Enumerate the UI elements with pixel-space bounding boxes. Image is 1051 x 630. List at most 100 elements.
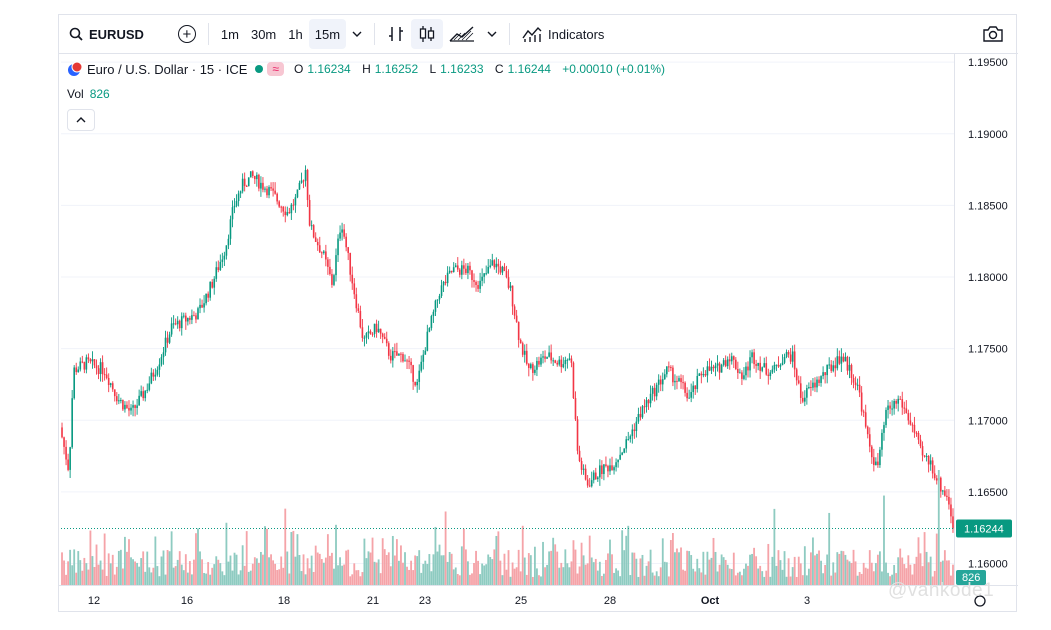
volume-bar xyxy=(95,544,98,585)
bar-style-button[interactable] xyxy=(381,19,411,49)
candle-body xyxy=(63,437,65,447)
volume-bar xyxy=(259,551,262,585)
candle-body xyxy=(615,462,617,468)
candle-body xyxy=(278,201,280,207)
snapshot-button[interactable] xyxy=(976,19,1010,49)
compare-button[interactable]: + xyxy=(172,19,202,49)
candle-body xyxy=(442,281,445,286)
candle-body xyxy=(174,323,177,325)
candle-body xyxy=(65,446,67,460)
candle-body xyxy=(714,365,717,369)
candle-body xyxy=(454,265,457,268)
candle-body xyxy=(917,432,920,440)
interval-1m[interactable]: 1m xyxy=(220,26,239,42)
volume-bar xyxy=(130,557,132,585)
candle-body xyxy=(337,238,339,256)
candle-body xyxy=(793,351,796,370)
indicators-button[interactable]: Indicators xyxy=(516,19,610,49)
collapse-legend-button[interactable] xyxy=(67,109,95,131)
candle-body xyxy=(410,361,412,366)
interval-15m[interactable]: 15m xyxy=(308,19,347,49)
interval-30m[interactable]: 30m xyxy=(250,26,277,42)
volume-bar xyxy=(574,549,577,585)
eq-badge[interactable]: ≈ xyxy=(267,62,284,76)
candle-body xyxy=(469,265,471,271)
volume-bar xyxy=(647,561,650,585)
volume-bar xyxy=(915,556,918,585)
area-style-button[interactable] xyxy=(443,19,481,49)
candle-body xyxy=(844,356,847,362)
candle-body xyxy=(732,356,735,360)
candle-body xyxy=(885,409,887,426)
volume-bar xyxy=(945,560,948,585)
volume-bar xyxy=(493,549,496,585)
symbol-search[interactable]: EURUSD xyxy=(59,27,154,42)
candles-button[interactable] xyxy=(411,19,444,49)
candle-body xyxy=(341,229,343,233)
x-tick-label: 21 xyxy=(367,595,379,607)
volume-bar xyxy=(406,566,408,585)
volume-bar xyxy=(883,495,885,585)
candle-body xyxy=(820,376,822,383)
candle-body xyxy=(639,413,642,418)
volume-bar xyxy=(743,568,745,585)
candle-body xyxy=(385,338,388,344)
candle-body xyxy=(101,362,104,375)
candle-body xyxy=(582,468,585,470)
volume-bar xyxy=(310,555,313,585)
volume-bar xyxy=(280,556,283,585)
candle-body xyxy=(349,252,352,275)
chart-frame: 1.19500 1.19000 1.18500 1.18000 1.17500 1.170… xyxy=(58,14,1018,613)
volume-bar xyxy=(757,568,760,585)
interval-dropdown[interactable] xyxy=(346,19,368,49)
candle-body xyxy=(383,336,386,339)
candle-body xyxy=(396,351,398,356)
candle-body xyxy=(919,439,922,447)
volume-bar xyxy=(381,538,384,585)
volume-bar xyxy=(870,562,873,585)
chart-canvas[interactable]: 1.19500 1.19000 1.18500 1.18000 1.17500 1.170… xyxy=(59,15,1018,613)
candle-body xyxy=(834,365,837,369)
candle-body xyxy=(225,245,228,256)
volume-bar xyxy=(572,540,575,585)
candle-body xyxy=(260,182,262,189)
candle-body xyxy=(258,174,260,189)
candle-body xyxy=(735,359,737,370)
candle-body xyxy=(931,460,934,474)
volume-bar xyxy=(132,559,134,585)
candle-body xyxy=(162,352,165,358)
candle-body xyxy=(619,454,621,460)
settings-gear-icon[interactable] xyxy=(974,595,986,607)
volume-bar xyxy=(885,562,887,585)
symbol-title[interactable]: Euro / U.S. Dollar · 15 · ICE xyxy=(87,61,248,77)
candle-body xyxy=(367,331,370,334)
volume-bar xyxy=(663,561,666,585)
volume-bar xyxy=(231,570,234,585)
last-price-label: 1.16244 xyxy=(964,524,1004,536)
volume-bar xyxy=(276,569,279,585)
volume-bar xyxy=(485,564,488,585)
candle-body xyxy=(856,384,859,386)
candle-body xyxy=(605,464,607,466)
volume-bar xyxy=(124,536,126,585)
candle-body xyxy=(501,266,504,273)
volume-bar xyxy=(438,544,441,585)
volume-bar xyxy=(180,564,183,585)
candle-body xyxy=(643,406,646,408)
candle-body xyxy=(229,219,232,239)
candle-body xyxy=(769,372,772,377)
volume-bar xyxy=(816,553,818,585)
volume-bar xyxy=(503,553,506,585)
chart-type-dropdown[interactable] xyxy=(481,19,503,49)
candle-body xyxy=(142,391,145,399)
volume-bar xyxy=(79,560,82,585)
candle-body xyxy=(538,360,540,365)
volume-bar xyxy=(684,570,686,585)
candle-body xyxy=(320,252,323,254)
candle-body xyxy=(87,357,90,360)
candle-body xyxy=(763,363,766,368)
candle-body xyxy=(126,404,128,408)
interval-1h[interactable]: 1h xyxy=(288,26,303,42)
volume-bar xyxy=(562,567,565,585)
candle-body xyxy=(369,331,372,334)
